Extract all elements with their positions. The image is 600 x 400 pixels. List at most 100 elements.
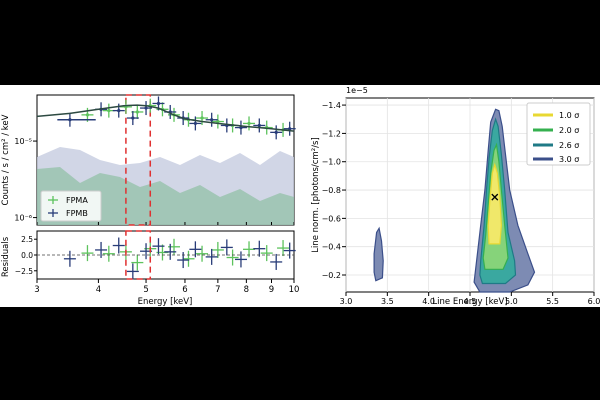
residual-point-fpmb: [63, 250, 76, 267]
residual-point-fpmb: [189, 241, 202, 258]
data-point-fpmb: [205, 112, 218, 127]
best-fit-marker: [491, 193, 499, 201]
spectrum-xlabel: Energy [keV]: [138, 297, 193, 307]
residual-point-fpmb: [164, 243, 177, 260]
legend-label-1sigma: 1.0 σ: [559, 111, 579, 120]
residual-point-fpma: [196, 245, 209, 262]
data-point-fpma: [211, 114, 224, 129]
contour-ytick-label: −0.2: [322, 271, 341, 280]
data-point-fpmb: [189, 116, 202, 131]
contour-xtick-label: 4.0: [422, 297, 435, 306]
data-point-fpma: [196, 111, 209, 126]
contour-y-offset-label: 1e−5: [346, 86, 368, 95]
figure-svg: 3 4 5 6 7 8 9 10 10⁻⁵ 10⁻⁶ 2.5 0.0 −2.5 FPMA FPMB Co…: [1, 86, 600, 307]
ytick-label: 10⁻⁵: [14, 137, 32, 146]
contour-ytick-label: −0.8: [322, 186, 341, 195]
contour-ytick-label: −0.4: [322, 243, 341, 252]
marker-fpmb: [210, 118, 214, 122]
xtick-label: 9: [269, 285, 274, 295]
contour-xtick-label: 3.5: [381, 297, 394, 306]
marker-fpmb: [117, 109, 121, 113]
residual-point-fpmb: [95, 241, 108, 258]
contour-ytick-label: −0.6: [322, 214, 341, 223]
xtick-label: 5: [143, 285, 148, 295]
marker-fpma: [247, 121, 251, 126]
residual-point-fpmb: [126, 263, 139, 280]
res-ytick-label: −2.5: [15, 267, 33, 276]
residual-point-fpmb: [220, 239, 233, 256]
marker-fpma: [200, 116, 204, 120]
residual-point-fpma: [182, 250, 195, 267]
residual-point-fpma: [277, 240, 290, 257]
data-point-fpmb: [283, 121, 296, 136]
xtick-label: 7: [215, 285, 220, 295]
residuals-ylabel: Residuals: [1, 236, 11, 277]
marker-fpmb: [288, 127, 292, 131]
data-point-fpmb: [253, 118, 266, 133]
data-point-fpmb: [234, 120, 247, 135]
residual-point-fpmb: [253, 240, 266, 257]
res-ytick-label: 0.0: [21, 251, 33, 260]
xtick-label: 8: [244, 285, 249, 295]
residual-point-fpma: [102, 245, 115, 262]
marker-fpma: [216, 119, 220, 124]
marker-fpmb: [131, 116, 135, 120]
contour-xtick-label: 6.0: [588, 297, 600, 306]
contour-legend: 1.0 σ 2.0 σ 2.6 σ 3.0 σ: [526, 102, 591, 166]
marker-fpma: [85, 113, 90, 117]
legend-label-2sigma: 2.0 σ: [559, 126, 579, 135]
residual-point-fpmb: [270, 253, 283, 270]
marker-fpmb: [144, 106, 148, 110]
marker-fpma: [135, 110, 139, 114]
contour-ylabel: Line norm. [photons/cm²/s]: [311, 137, 321, 253]
residual-point-fpma: [211, 241, 224, 258]
legend-label-fpmb: FPMB: [66, 209, 88, 218]
residual-point-fpmb: [177, 252, 190, 269]
spectrum-legend: FPMA FPMB: [40, 190, 102, 222]
residual-point-fpmb: [234, 251, 247, 268]
residual-point-fpma: [131, 254, 144, 271]
contour-ytick-label: −1.4: [322, 101, 341, 110]
contour-1-0sigma: [487, 162, 503, 245]
contour-ytick-label: −1.2: [322, 129, 341, 138]
residual-point-fpmb: [152, 238, 165, 255]
xtick-label: 4: [96, 285, 101, 295]
residual-point-fpmb: [205, 248, 218, 265]
residual-point-fpmb: [283, 242, 296, 259]
xtick-label: 10: [289, 285, 300, 295]
ytick-label: 10⁻⁶: [14, 214, 32, 223]
marker-fpmb: [193, 121, 197, 126]
contour-xtick-label: 3.0: [340, 297, 353, 306]
residual-point-fpma: [260, 245, 273, 262]
contour-xtick-label: 5.0: [505, 297, 518, 306]
data-point-fpma: [243, 116, 256, 131]
xtick-label: 6: [182, 285, 187, 295]
contour-xtick-label: 5.5: [546, 297, 559, 306]
contour-xlabel: Line Energy [keV]: [432, 297, 507, 307]
residual-point-fpma: [81, 245, 94, 262]
residuals-axes-frame: [36, 230, 295, 280]
data-point-fpmb: [270, 125, 283, 140]
residual-point-fpmb: [112, 237, 125, 254]
data-point-fpmb: [140, 101, 153, 116]
highlight-box-bottom: [125, 230, 152, 280]
marker-fpmb: [239, 125, 243, 130]
model-line: [36, 104, 295, 132]
legend-label-3sigma: 3.0 σ: [559, 155, 579, 164]
contour-3-0sigma-island: [373, 226, 384, 282]
marker-fpma: [107, 109, 111, 113]
residual-point-fpma: [226, 249, 239, 266]
legend-label-2-6sigma: 2.6 σ: [559, 141, 579, 150]
contour-xtick-label: 4.5: [464, 297, 477, 306]
legend-marker-fpma: [48, 196, 58, 204]
legend-label-fpma: FPMA: [66, 196, 88, 205]
marker-fpmb: [156, 101, 161, 106]
spectrum-ylabel: Counts / s / cm² / keV: [1, 114, 11, 205]
contour-ytick-label: −1.0: [322, 158, 341, 167]
legend-marker-fpmb: [48, 209, 58, 217]
res-ytick-label: 2.5: [21, 235, 33, 244]
highlight-box-top: [125, 94, 152, 226]
marker-fpmb: [257, 123, 261, 128]
data-point-fpmb: [126, 111, 139, 126]
figure-panel: 3 4 5 6 7 8 9 10 10⁻⁵ 10⁻⁶ 2.5 0.0 −2.5 FPMA FPMB Co…: [0, 85, 600, 307]
